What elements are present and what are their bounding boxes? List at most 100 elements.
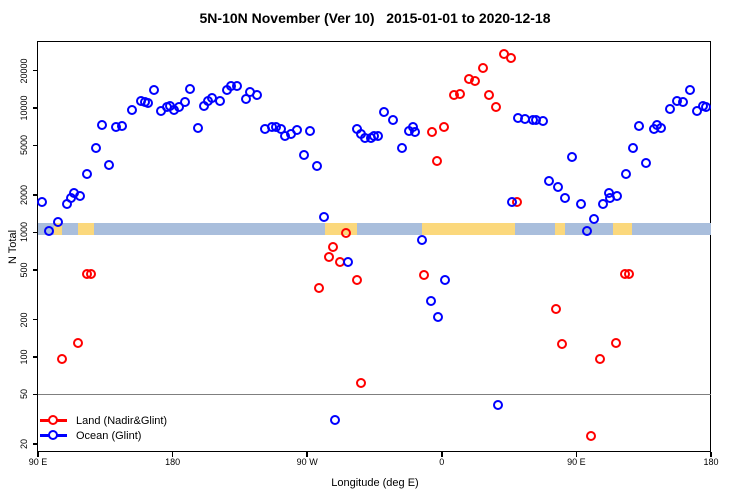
y-axis-tick xyxy=(33,107,38,109)
data-point-land xyxy=(491,102,502,113)
data-point-land xyxy=(557,338,568,349)
land-marker-icon xyxy=(40,415,67,426)
data-point-ocean xyxy=(537,116,548,127)
x-axis-tick xyxy=(710,452,712,457)
data-point-land xyxy=(478,62,489,73)
data-point-ocean xyxy=(52,216,63,227)
y-axis-tick xyxy=(33,269,38,271)
data-point-ocean xyxy=(507,197,518,208)
data-point-land xyxy=(73,337,84,348)
coastline-band-ocean xyxy=(38,223,711,236)
x-tick-label: 0 xyxy=(439,457,445,467)
data-point-ocean xyxy=(655,122,666,133)
x-axis-title: Longitude (deg E) xyxy=(331,477,419,489)
data-point-ocean xyxy=(173,102,184,113)
y-axis-tick xyxy=(33,194,38,196)
data-point-ocean xyxy=(82,168,93,179)
legend-item-land: Land (Nadir&Glint) xyxy=(40,413,167,428)
data-point-land xyxy=(551,304,562,315)
y-axis-title: N Total xyxy=(7,229,19,265)
data-point-ocean xyxy=(312,161,323,172)
data-point-land xyxy=(328,242,339,253)
y-tick-label: 5000 xyxy=(19,135,29,156)
data-point-ocean xyxy=(433,312,444,323)
data-point-ocean xyxy=(440,275,451,286)
plot-border xyxy=(37,41,711,452)
legend-item-ocean: Ocean (Glint) xyxy=(40,428,167,443)
x-tick-label: 90 E xyxy=(28,457,48,467)
coastline-band-land xyxy=(613,223,633,236)
y-tick-label: 20 xyxy=(19,439,29,450)
data-point-ocean xyxy=(388,115,399,126)
data-point-ocean xyxy=(567,151,578,162)
data-point-ocean xyxy=(104,159,115,170)
coastline-band-land xyxy=(555,223,566,236)
coastline-band-land xyxy=(422,223,515,236)
data-point-ocean xyxy=(396,142,407,153)
coastline-band-land xyxy=(54,223,62,236)
data-point-ocean xyxy=(74,190,85,201)
data-point-ocean xyxy=(179,97,190,108)
data-point-ocean xyxy=(37,197,48,208)
data-point-ocean xyxy=(492,399,503,410)
y-tick-label: 2000 xyxy=(19,185,29,206)
data-point-ocean xyxy=(620,168,631,179)
data-point-ocean xyxy=(379,107,390,118)
y-axis-tick xyxy=(33,356,38,358)
data-point-ocean xyxy=(319,211,330,222)
data-point-ocean xyxy=(373,131,384,142)
data-point-land xyxy=(313,282,324,293)
data-point-land xyxy=(356,378,367,389)
y-tick-label: 20000 xyxy=(19,58,29,84)
data-point-land xyxy=(418,270,429,281)
reference-line-50 xyxy=(38,393,711,396)
chart-title: 5N-10N November (Ver 10) 2015-01-01 to 2… xyxy=(199,10,551,26)
data-point-ocean xyxy=(252,90,263,101)
y-tick-label: 10000 xyxy=(19,95,29,121)
y-tick-label: 500 xyxy=(19,262,29,278)
data-point-ocean xyxy=(298,149,309,160)
data-point-ocean xyxy=(149,85,160,96)
data-point-ocean xyxy=(552,182,563,193)
data-point-ocean xyxy=(231,81,242,92)
data-point-ocean xyxy=(677,97,688,108)
data-point-land xyxy=(594,354,605,365)
data-point-ocean xyxy=(425,296,436,307)
data-point-ocean xyxy=(330,414,341,425)
y-axis-tick xyxy=(33,144,38,147)
y-axis-tick xyxy=(33,443,38,445)
data-point-ocean xyxy=(90,142,101,153)
data-point-ocean xyxy=(685,85,696,96)
data-point-land xyxy=(57,353,68,364)
data-point-ocean xyxy=(611,190,622,201)
coastline-band-land xyxy=(77,223,94,236)
data-point-ocean xyxy=(143,98,154,109)
data-point-ocean xyxy=(575,198,586,209)
data-point-land xyxy=(586,430,597,441)
data-point-ocean xyxy=(192,122,203,133)
x-tick-label: 90 W xyxy=(296,457,318,467)
data-point-ocean xyxy=(597,198,608,209)
data-point-ocean xyxy=(291,124,302,135)
data-point-land xyxy=(611,337,622,348)
legend-label-land: Land (Nadir&Glint) xyxy=(76,414,168,427)
data-point-land xyxy=(506,52,517,63)
data-point-ocean xyxy=(417,235,428,246)
y-tick-label: 50 xyxy=(19,389,29,400)
data-point-land xyxy=(484,89,495,100)
y-axis-tick xyxy=(33,318,38,321)
data-point-ocean xyxy=(627,142,638,153)
data-point-ocean xyxy=(633,120,644,131)
data-point-land xyxy=(86,269,97,280)
y-tick-label: 200 xyxy=(19,312,29,328)
x-axis-tick xyxy=(575,452,578,457)
y-tick-label: 100 xyxy=(19,349,29,365)
x-tick-label: 180 xyxy=(703,457,719,467)
data-point-ocean xyxy=(582,226,593,237)
data-point-land xyxy=(323,252,334,263)
data-point-ocean xyxy=(127,105,138,116)
data-point-land xyxy=(427,126,438,137)
data-point-land xyxy=(455,88,466,99)
data-point-ocean xyxy=(116,120,127,131)
data-point-land xyxy=(432,155,443,166)
